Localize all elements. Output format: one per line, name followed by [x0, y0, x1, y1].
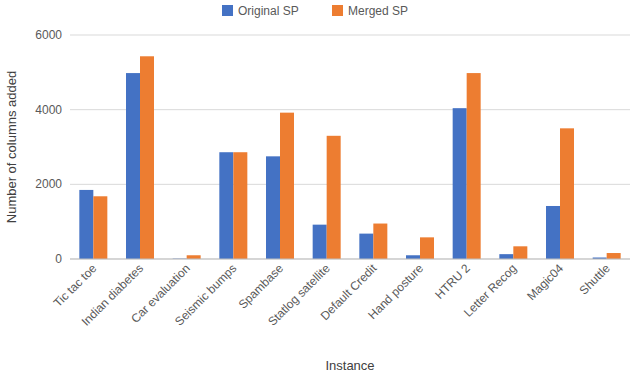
grid-line [70, 259, 630, 260]
x-axis [70, 259, 630, 260]
legend-swatch [222, 5, 233, 16]
bar [219, 152, 233, 259]
x-tick-label: Letter Recog [461, 261, 519, 319]
bar [79, 190, 93, 259]
bar [359, 234, 373, 259]
x-tick-label: Tic tac toe [51, 261, 100, 310]
x-axis-title: Instance [325, 358, 374, 373]
y-tick-label: 2000 [35, 177, 62, 191]
bar [327, 136, 341, 259]
bar [499, 254, 513, 259]
bar [280, 113, 294, 259]
x-tick-label: Hand posture [365, 261, 426, 322]
bar [513, 246, 527, 259]
bar [313, 225, 327, 259]
bar [560, 128, 574, 259]
chart: 0200040006000Tic tac toeIndian diabetesC… [0, 0, 640, 377]
bar [126, 73, 140, 259]
y-tick-label: 4000 [35, 103, 62, 117]
bar [373, 224, 387, 259]
legend-swatch [332, 5, 343, 16]
y-tick-label: 6000 [35, 28, 62, 42]
x-tick-label: Seismic bumps [172, 261, 239, 328]
bar [607, 253, 621, 259]
x-tick-label: Shuttle [576, 261, 613, 298]
x-tick-label: Magic04 [524, 261, 566, 303]
bar [93, 196, 107, 259]
bar [233, 152, 247, 259]
bar [406, 255, 420, 259]
grid-line [70, 35, 630, 36]
bar [140, 56, 154, 259]
bar [467, 73, 481, 259]
bar [266, 156, 280, 259]
x-tick-label: HTRU 2 [432, 261, 473, 302]
legend-label: Merged SP [348, 4, 408, 18]
legend-label: Original SP [238, 4, 299, 18]
bar [453, 108, 467, 259]
bars [79, 56, 620, 259]
bar [420, 237, 434, 259]
bar [546, 206, 560, 259]
bar [187, 255, 201, 259]
y-tick-label: 0 [55, 252, 62, 266]
y-axis-title: Number of columns added [4, 71, 19, 223]
